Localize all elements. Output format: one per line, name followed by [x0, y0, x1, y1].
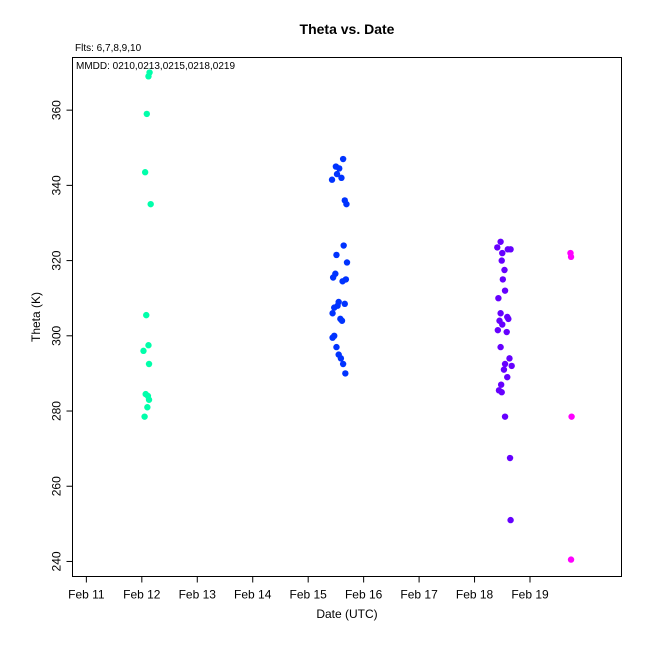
- y-tick-label: 240: [50, 551, 64, 571]
- data-point: [504, 373, 511, 381]
- y-axis-ticks: 240 260 280 300 320 340 360: [50, 100, 73, 571]
- data-point: [495, 294, 502, 302]
- data-point: [145, 342, 152, 349]
- data-point: [144, 404, 151, 411]
- x-tick-label: Feb 12: [123, 588, 161, 602]
- data-point: [503, 328, 510, 336]
- y-tick-label: 260: [50, 476, 64, 496]
- series-1-points: [140, 69, 154, 420]
- data-point: [494, 244, 501, 251]
- data-point: [145, 73, 152, 80]
- data-point: [341, 300, 348, 308]
- data-point: [501, 413, 509, 420]
- data-point: [343, 200, 350, 208]
- data-point: [333, 343, 340, 351]
- y-tick-label: 300: [50, 325, 64, 345]
- data-point: [494, 326, 502, 334]
- data-point: [507, 516, 514, 524]
- data-point: [497, 343, 504, 351]
- data-point: [339, 278, 346, 285]
- data-point: [333, 251, 340, 259]
- series-3-points: [494, 238, 515, 524]
- data-point: [329, 310, 336, 317]
- data-point: [329, 274, 337, 281]
- data-point: [501, 287, 509, 294]
- plot-frame: [72, 57, 622, 577]
- y-tick-label: 360: [50, 100, 64, 120]
- data-point: [567, 253, 575, 261]
- data-point: [497, 310, 504, 317]
- data-point: [568, 413, 575, 420]
- data-point: [342, 370, 349, 377]
- data-point: [343, 259, 351, 266]
- series-2-points: [328, 155, 351, 377]
- data-point: [331, 304, 338, 311]
- data-point: [333, 170, 341, 178]
- x-axis-ticks: Feb 11 Feb 12 Feb 13 Feb 14 Feb 15 Feb 16 Feb …: [68, 576, 549, 602]
- y-tick-label: 320: [50, 250, 64, 270]
- data-point: [143, 311, 150, 319]
- data-point: [498, 257, 505, 264]
- x-tick-label: Feb 18: [456, 588, 494, 602]
- y-axis-label: Theta (K): [29, 292, 43, 342]
- y-tick-label: 280: [50, 401, 64, 421]
- data-point: [506, 454, 514, 462]
- data-point: [497, 381, 505, 388]
- x-tick-label: Feb 13: [179, 588, 217, 602]
- data-points: [140, 69, 575, 563]
- data-point: [499, 276, 507, 283]
- dates-annotation: MMDD: 0210,0213,0215,0218,0219: [76, 61, 235, 72]
- series-4-points: [567, 249, 575, 563]
- chart-title: Theta vs. Date: [300, 21, 395, 37]
- x-tick-label: Feb 17: [400, 588, 438, 602]
- data-point: [141, 169, 149, 176]
- x-tick-label: Feb 11: [68, 588, 105, 602]
- data-point: [499, 249, 506, 257]
- data-point: [336, 165, 343, 172]
- data-point: [329, 334, 336, 341]
- y-tick-label: 340: [50, 175, 64, 195]
- data-point: [499, 321, 506, 328]
- data-point: [338, 317, 346, 324]
- x-tick-label: Feb 15: [290, 588, 328, 602]
- data-point: [508, 362, 515, 370]
- data-point: [140, 347, 147, 355]
- data-point: [145, 360, 153, 368]
- flights-annotation: Flts: 6,7,8,9,10: [75, 43, 142, 54]
- x-tick-label: Feb 14: [234, 588, 272, 602]
- x-tick-label: Feb 16: [345, 588, 383, 602]
- data-point: [340, 242, 347, 249]
- data-point: [506, 355, 513, 362]
- data-point: [337, 355, 345, 362]
- data-point: [505, 315, 512, 323]
- data-point: [338, 174, 345, 182]
- x-tick-label: Feb 19: [511, 588, 549, 602]
- x-axis-label: Date (UTC): [316, 607, 377, 621]
- data-point: [147, 200, 154, 208]
- data-point: [328, 176, 336, 183]
- data-point: [141, 413, 148, 420]
- data-point: [497, 238, 504, 245]
- data-point: [567, 556, 575, 563]
- data-point: [500, 366, 508, 373]
- data-point: [498, 389, 505, 396]
- data-point: [501, 360, 509, 368]
- data-point: [339, 360, 347, 368]
- data-point: [507, 246, 514, 253]
- data-point: [145, 396, 153, 403]
- data-point: [339, 155, 347, 163]
- data-point: [143, 110, 151, 118]
- data-point: [501, 266, 508, 274]
